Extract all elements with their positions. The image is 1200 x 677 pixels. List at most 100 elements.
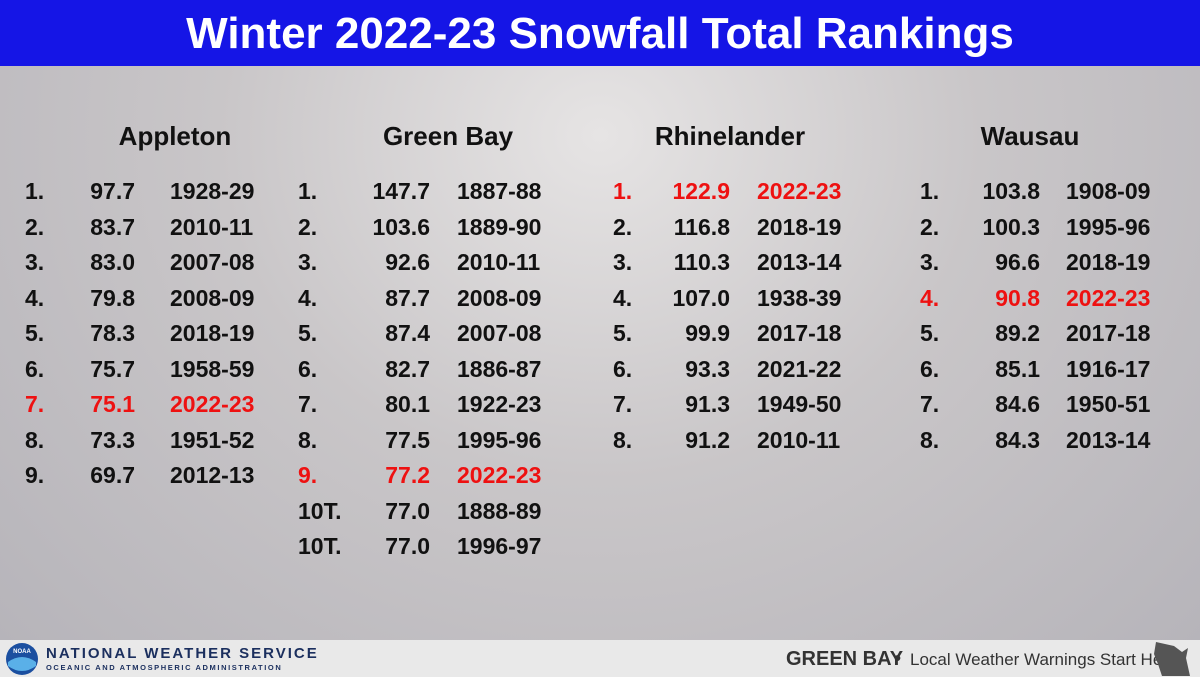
noaa-logo: NOAA (6, 643, 38, 675)
season: 1887-88 (457, 178, 542, 204)
rank: 2. (298, 213, 318, 240)
snowfall: 122.9 (672, 178, 730, 204)
snowfall: 75.7 (90, 355, 135, 382)
season: 1922-23 (457, 391, 542, 417)
rank: 9. (25, 462, 45, 488)
rank: 5. (25, 320, 45, 346)
snowfall: 84.3 (995, 426, 1040, 453)
season: 2012-13 (170, 462, 255, 488)
season: 1958-59 (170, 355, 255, 382)
logo-text: NOAA (13, 649, 31, 655)
snowfall: 103.6 (372, 213, 430, 240)
season: 1908-09 (1066, 178, 1151, 204)
rank: 7. (920, 391, 940, 417)
rank: 2. (25, 213, 45, 240)
wisconsin-map (1154, 642, 1190, 676)
rank: 3. (298, 249, 318, 275)
season: 2013-14 (757, 249, 842, 275)
season: 1928-29 (170, 178, 255, 204)
rank: 7. (298, 391, 318, 417)
rank: 7. (25, 391, 45, 417)
season: 1888-89 (457, 497, 542, 524)
season: 2007-08 (170, 249, 255, 275)
season: 2022-23 (1066, 284, 1151, 311)
rank: 5. (920, 320, 940, 346)
season: 1886-87 (457, 355, 542, 382)
snowfall: 99.9 (685, 320, 730, 346)
season: 2010-11 (457, 249, 541, 275)
agency: NATIONAL WEATHER SERVICE (46, 645, 319, 662)
snowfall: 69.7 (90, 462, 135, 488)
rank: 9. (298, 462, 318, 488)
snowfall: 96.6 (995, 249, 1040, 275)
snowfall: 77.0 (385, 497, 430, 524)
rank: 4. (25, 284, 45, 311)
rank: 5. (298, 320, 318, 346)
bullet: • (894, 648, 902, 670)
snowfall: 89.2 (995, 320, 1040, 346)
snowfall: 110.3 (673, 249, 730, 275)
rank: 4. (298, 284, 318, 311)
rank: 2. (613, 213, 633, 240)
snowfall: 83.0 (90, 249, 135, 275)
season: 2022-23 (757, 178, 842, 204)
rank: 4. (920, 284, 940, 311)
column-title: Rhinelander (654, 121, 806, 151)
snowfall: 92.6 (385, 249, 430, 275)
season: 1996-97 (457, 533, 542, 559)
snowfall: 82.7 (385, 355, 430, 382)
rank: 6. (298, 355, 318, 382)
footer: NOAA NATIONAL WEATHER SERVICE OCEANIC AN… (0, 640, 1200, 677)
snowfall: 107.0 (672, 284, 730, 311)
season: 2013-14 (1066, 426, 1151, 453)
snowfall: 87.4 (385, 320, 430, 346)
snowfall: 73.3 (90, 426, 135, 453)
office: GREEN BAY (786, 648, 904, 670)
rank: 10T. (298, 497, 342, 524)
rank: 1. (25, 178, 45, 204)
column-title: Wausau (980, 121, 1080, 151)
rank: 3. (613, 249, 633, 275)
slogan: Local Weather Warnings Start Here (910, 650, 1178, 669)
snowfall: 147.7 (372, 178, 430, 204)
rank: 6. (25, 355, 45, 382)
season: 2008-09 (457, 284, 542, 311)
season: 2017-18 (1066, 320, 1151, 346)
snowfall: 97.7 (90, 178, 135, 204)
rank: 4. (613, 284, 633, 311)
season: 1938-39 (757, 284, 842, 311)
title: Winter 2022-23 Snowfall Total Rankings (0, 0, 1200, 66)
season: 1950-51 (1066, 391, 1151, 417)
rank: 10T. (298, 533, 342, 559)
rank: 2. (920, 213, 940, 240)
season: 2017-18 (757, 320, 842, 346)
snowfall: 93.3 (685, 355, 730, 382)
snowfall: 100.3 (982, 213, 1040, 240)
rank: 1. (298, 178, 318, 204)
season: 2007-08 (457, 320, 542, 346)
rank: 3. (25, 249, 45, 275)
rank: 6. (920, 355, 940, 382)
column-title: Green Bay (382, 121, 514, 151)
snowfall: 77.2 (385, 462, 430, 488)
season: 1951-52 (170, 426, 255, 453)
snowfall: 75.1 (90, 391, 135, 417)
rank: 7. (613, 391, 633, 417)
season: 2022-23 (170, 391, 255, 417)
snowfall: 116.8 (673, 213, 730, 240)
rank: 1. (613, 178, 633, 204)
snowfall: 83.7 (90, 213, 135, 240)
snowfall: 79.8 (90, 284, 135, 311)
season: 1916-17 (1066, 355, 1151, 382)
rank: 8. (613, 426, 633, 453)
season: 1889-90 (457, 213, 542, 240)
rank: 1. (920, 178, 940, 204)
rank: 3. (920, 249, 940, 275)
season: 2022-23 (457, 462, 542, 488)
season: 1995-96 (1066, 213, 1151, 240)
rank: 5. (613, 320, 633, 346)
season: 2008-09 (170, 284, 255, 311)
snowfall: 90.8 (995, 284, 1040, 311)
snowfall: 84.6 (995, 391, 1040, 417)
